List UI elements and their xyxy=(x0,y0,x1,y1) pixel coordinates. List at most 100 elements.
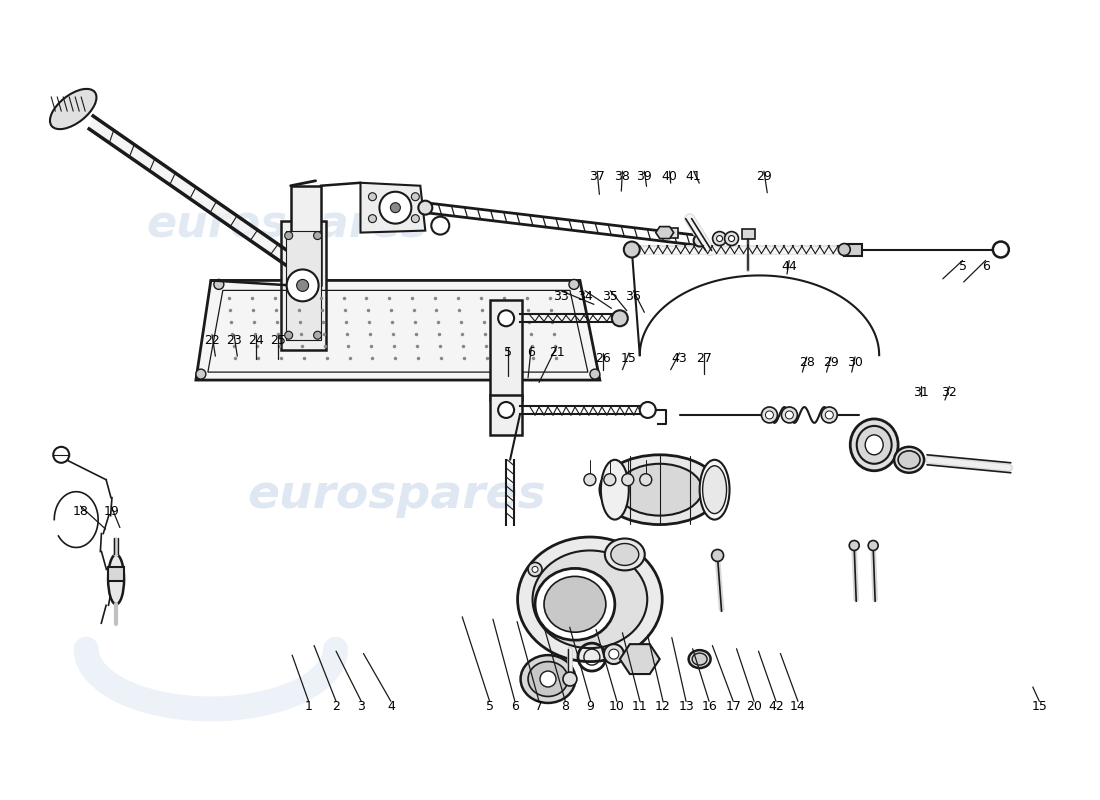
Circle shape xyxy=(640,474,651,486)
Ellipse shape xyxy=(692,653,707,665)
Text: 8: 8 xyxy=(561,701,570,714)
Circle shape xyxy=(563,672,576,686)
Text: 36: 36 xyxy=(626,290,641,303)
Text: 41: 41 xyxy=(686,170,702,183)
Ellipse shape xyxy=(108,554,124,604)
Text: 37: 37 xyxy=(590,170,605,183)
Circle shape xyxy=(213,279,223,290)
Bar xyxy=(845,243,862,255)
Text: 10: 10 xyxy=(609,701,625,714)
Bar xyxy=(290,186,320,286)
Bar xyxy=(491,300,522,400)
Ellipse shape xyxy=(617,464,702,515)
Text: 17: 17 xyxy=(725,701,741,714)
Bar xyxy=(280,221,326,350)
Ellipse shape xyxy=(838,243,850,255)
Circle shape xyxy=(314,231,321,239)
Text: 5: 5 xyxy=(958,259,967,273)
Text: 44: 44 xyxy=(781,259,798,273)
Circle shape xyxy=(584,474,596,486)
Circle shape xyxy=(528,562,542,576)
Circle shape xyxy=(431,217,449,234)
Circle shape xyxy=(849,541,859,550)
Text: 27: 27 xyxy=(695,352,712,365)
Circle shape xyxy=(713,231,727,246)
Text: 5: 5 xyxy=(486,701,494,714)
Polygon shape xyxy=(361,182,426,233)
Text: 1: 1 xyxy=(305,701,312,714)
Text: 12: 12 xyxy=(656,701,671,714)
Circle shape xyxy=(766,411,773,419)
Circle shape xyxy=(498,310,514,326)
Circle shape xyxy=(612,310,628,326)
Text: 6: 6 xyxy=(527,346,536,358)
Bar xyxy=(660,228,678,238)
Text: eurospares: eurospares xyxy=(248,473,546,518)
Polygon shape xyxy=(619,644,660,674)
Text: 32: 32 xyxy=(942,386,957,398)
Circle shape xyxy=(590,369,600,379)
Circle shape xyxy=(604,474,616,486)
Ellipse shape xyxy=(689,650,711,668)
Circle shape xyxy=(712,550,724,562)
Ellipse shape xyxy=(600,455,719,525)
Text: 19: 19 xyxy=(103,505,119,518)
Circle shape xyxy=(285,231,293,239)
Circle shape xyxy=(498,402,514,418)
Circle shape xyxy=(196,369,206,379)
Bar xyxy=(491,395,522,435)
Circle shape xyxy=(314,331,321,339)
Circle shape xyxy=(411,193,419,201)
Circle shape xyxy=(621,474,634,486)
Circle shape xyxy=(624,242,640,258)
Text: 26: 26 xyxy=(595,352,610,365)
Circle shape xyxy=(694,234,705,246)
Text: 39: 39 xyxy=(637,170,652,183)
Circle shape xyxy=(532,566,538,572)
Text: 9: 9 xyxy=(586,701,594,714)
Text: 15: 15 xyxy=(1032,701,1047,714)
Circle shape xyxy=(379,192,411,224)
Circle shape xyxy=(640,402,656,418)
Ellipse shape xyxy=(866,435,883,455)
Text: 13: 13 xyxy=(679,701,694,714)
Circle shape xyxy=(287,270,319,302)
Ellipse shape xyxy=(700,460,729,519)
Circle shape xyxy=(716,235,723,242)
Text: 21: 21 xyxy=(549,346,564,358)
Text: 23: 23 xyxy=(227,334,242,346)
Circle shape xyxy=(868,541,878,550)
Ellipse shape xyxy=(520,655,575,703)
Text: 38: 38 xyxy=(615,170,630,183)
PathPatch shape xyxy=(89,116,298,269)
Text: 30: 30 xyxy=(847,356,864,369)
Text: 40: 40 xyxy=(662,170,678,183)
Text: 11: 11 xyxy=(632,701,648,714)
Circle shape xyxy=(785,411,793,419)
Ellipse shape xyxy=(894,447,924,473)
Circle shape xyxy=(822,407,837,423)
Text: 7: 7 xyxy=(535,701,543,714)
Circle shape xyxy=(418,201,432,214)
Ellipse shape xyxy=(898,451,920,469)
Text: 33: 33 xyxy=(553,290,569,303)
Text: 2: 2 xyxy=(332,701,340,714)
Circle shape xyxy=(368,193,376,201)
Circle shape xyxy=(390,202,400,213)
Bar xyxy=(108,567,124,582)
Circle shape xyxy=(761,407,778,423)
Ellipse shape xyxy=(544,576,606,632)
Text: eurospares: eurospares xyxy=(146,203,428,246)
Text: 4: 4 xyxy=(387,701,395,714)
Text: 6: 6 xyxy=(981,259,990,273)
Circle shape xyxy=(540,671,556,687)
Circle shape xyxy=(569,279,579,290)
Circle shape xyxy=(609,649,619,659)
Circle shape xyxy=(604,644,624,664)
Circle shape xyxy=(297,279,309,291)
Text: 29: 29 xyxy=(756,170,772,183)
Text: 31: 31 xyxy=(913,386,928,398)
Text: 25: 25 xyxy=(270,334,286,346)
Polygon shape xyxy=(196,281,600,380)
Text: 24: 24 xyxy=(249,334,264,346)
